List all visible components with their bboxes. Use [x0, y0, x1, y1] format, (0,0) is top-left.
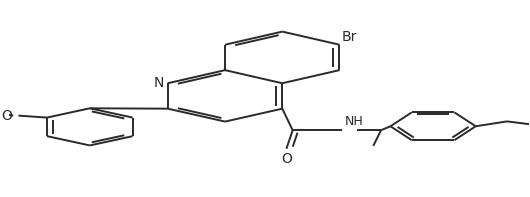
Text: O: O: [281, 152, 292, 166]
Text: NH: NH: [344, 115, 364, 128]
Text: Br: Br: [342, 30, 357, 44]
Text: O: O: [1, 109, 12, 123]
Text: N: N: [153, 76, 164, 90]
